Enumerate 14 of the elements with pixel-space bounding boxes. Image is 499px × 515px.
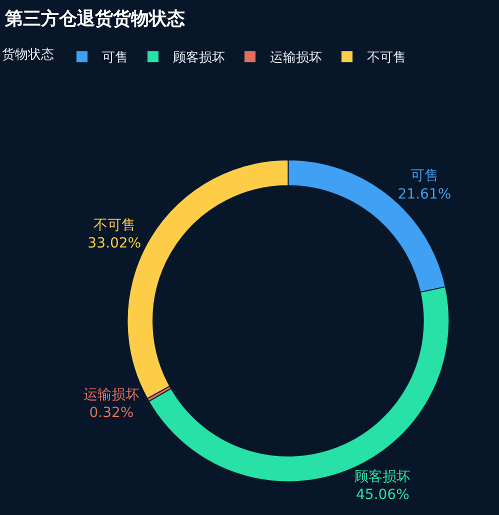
- legend-title: 货物状态: [2, 48, 54, 63]
- legend-label: 顾客损坏: [173, 50, 225, 66]
- chart-title: 第三方仓退货货物状态: [4, 8, 185, 30]
- data-label: 45.06%: [356, 486, 410, 503]
- legend-label: 可售: [102, 50, 128, 66]
- slice-label: 不可售: [93, 217, 136, 234]
- data-label: 0.32%: [89, 405, 134, 422]
- legend-label: 运输损坏: [270, 50, 322, 66]
- legend-label: 不可售: [367, 50, 406, 66]
- slice-label: 顾客损坏: [354, 468, 411, 485]
- slice-label: 运输损坏: [83, 386, 140, 403]
- data-label: 33.02%: [88, 236, 142, 252]
- slice-label: 可售: [410, 168, 438, 184]
- data-label: 21.61%: [398, 186, 452, 202]
